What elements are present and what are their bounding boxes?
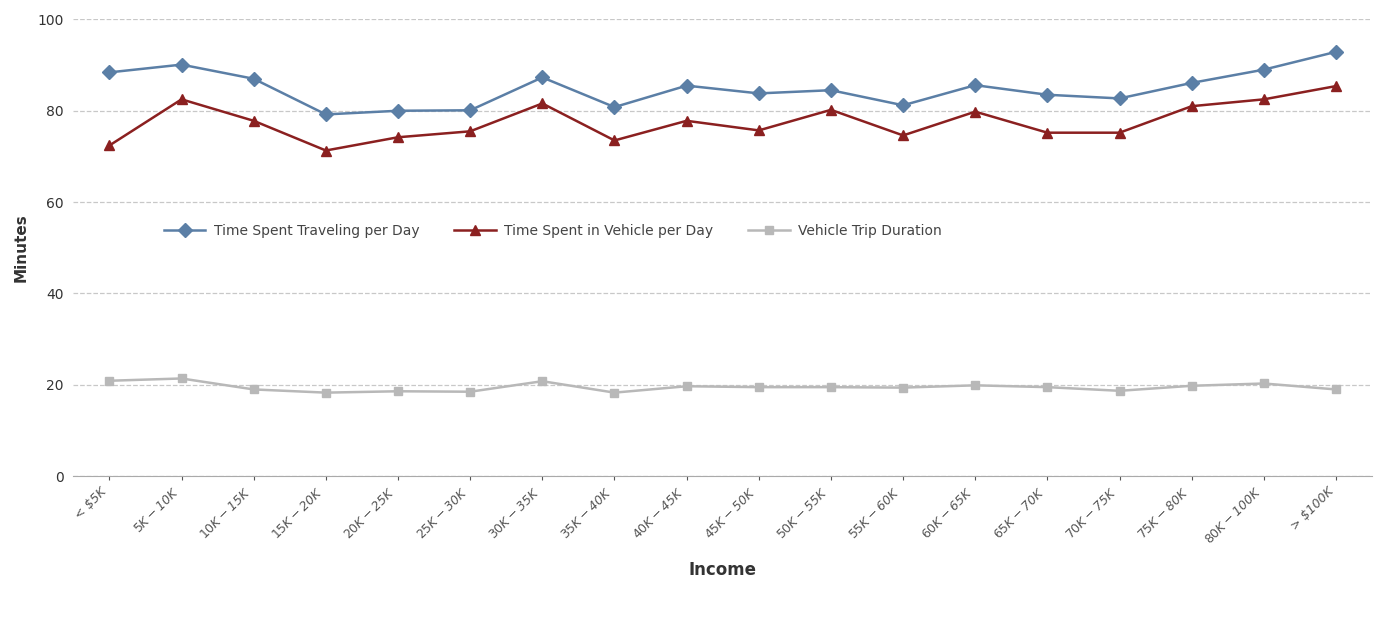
Time Spent Traveling per Day bbox=[534, 74, 550, 81]
Time Spent in Vehicle per Day bbox=[967, 108, 984, 115]
Vehicle Trip Duration bbox=[895, 384, 912, 391]
Time Spent in Vehicle per Day bbox=[101, 142, 118, 149]
Vehicle Trip Duration bbox=[1328, 386, 1344, 393]
Time Spent Traveling per Day bbox=[967, 81, 984, 89]
Time Spent Traveling per Day bbox=[750, 90, 766, 97]
Time Spent in Vehicle per Day bbox=[534, 100, 550, 107]
Time Spent Traveling per Day bbox=[317, 110, 334, 118]
Time Spent in Vehicle per Day bbox=[1112, 129, 1128, 137]
Vehicle Trip Duration bbox=[389, 388, 406, 395]
Time Spent in Vehicle per Day bbox=[1040, 129, 1056, 137]
Vehicle Trip Duration bbox=[317, 389, 334, 396]
Time Spent in Vehicle per Day bbox=[317, 147, 334, 154]
Time Spent in Vehicle per Day bbox=[462, 127, 478, 135]
Vehicle Trip Duration bbox=[1040, 383, 1056, 391]
Time Spent Traveling per Day bbox=[245, 75, 262, 82]
Time Spent in Vehicle per Day bbox=[606, 137, 622, 144]
Vehicle Trip Duration bbox=[1256, 380, 1272, 388]
Legend: Time Spent Traveling per Day, Time Spent in Vehicle per Day, Vehicle Trip Durati: Time Spent Traveling per Day, Time Spent… bbox=[158, 218, 947, 243]
Time Spent Traveling per Day bbox=[606, 104, 622, 111]
Time Spent Traveling per Day bbox=[173, 61, 190, 69]
Vehicle Trip Duration bbox=[823, 383, 840, 391]
Time Spent Traveling per Day bbox=[462, 107, 478, 114]
Vehicle Trip Duration bbox=[173, 375, 190, 383]
Time Spent in Vehicle per Day bbox=[678, 117, 694, 125]
Vehicle Trip Duration bbox=[534, 378, 550, 385]
Vehicle Trip Duration bbox=[750, 383, 766, 391]
Vehicle Trip Duration bbox=[462, 388, 478, 396]
Vehicle Trip Duration bbox=[1184, 382, 1200, 389]
Time Spent Traveling per Day bbox=[1328, 48, 1344, 56]
Time Spent in Vehicle per Day bbox=[245, 117, 262, 125]
Time Spent Traveling per Day bbox=[1184, 79, 1200, 87]
Time Spent Traveling per Day bbox=[389, 107, 406, 114]
Time Spent Traveling per Day bbox=[823, 87, 840, 94]
Vehicle Trip Duration bbox=[967, 382, 984, 389]
Time Spent Traveling per Day bbox=[678, 82, 694, 89]
Time Spent Traveling per Day bbox=[1040, 91, 1056, 99]
Vehicle Trip Duration bbox=[245, 386, 262, 393]
Vehicle Trip Duration bbox=[678, 383, 694, 390]
Time Spent Traveling per Day bbox=[895, 102, 912, 109]
Y-axis label: Minutes: Minutes bbox=[14, 213, 29, 282]
Time Spent in Vehicle per Day bbox=[1184, 102, 1200, 110]
Line: Time Spent in Vehicle per Day: Time Spent in Vehicle per Day bbox=[104, 81, 1340, 155]
Time Spent Traveling per Day bbox=[1256, 66, 1272, 74]
Time Spent in Vehicle per Day bbox=[823, 106, 840, 114]
Time Spent in Vehicle per Day bbox=[750, 127, 766, 134]
Time Spent Traveling per Day bbox=[101, 69, 118, 76]
Time Spent in Vehicle per Day bbox=[1328, 82, 1344, 90]
Line: Time Spent Traveling per Day: Time Spent Traveling per Day bbox=[104, 47, 1340, 119]
Time Spent Traveling per Day bbox=[1112, 95, 1128, 102]
Line: Vehicle Trip Duration: Vehicle Trip Duration bbox=[105, 374, 1340, 397]
X-axis label: Income: Income bbox=[689, 561, 757, 579]
Time Spent in Vehicle per Day bbox=[895, 132, 912, 139]
Time Spent in Vehicle per Day bbox=[1256, 95, 1272, 103]
Time Spent in Vehicle per Day bbox=[389, 134, 406, 141]
Vehicle Trip Duration bbox=[606, 389, 622, 396]
Time Spent in Vehicle per Day bbox=[173, 95, 190, 103]
Vehicle Trip Duration bbox=[101, 377, 118, 384]
Vehicle Trip Duration bbox=[1112, 387, 1128, 394]
